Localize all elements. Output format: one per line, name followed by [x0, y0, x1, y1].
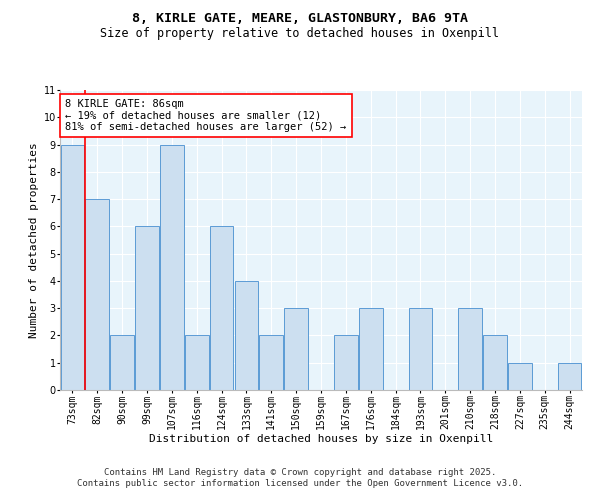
- Text: Contains HM Land Registry data © Crown copyright and database right 2025.
Contai: Contains HM Land Registry data © Crown c…: [77, 468, 523, 487]
- Bar: [85, 199, 109, 390]
- X-axis label: Distribution of detached houses by size in Oxenpill: Distribution of detached houses by size …: [149, 434, 493, 444]
- Bar: [61, 144, 84, 390]
- Bar: [558, 362, 581, 390]
- Bar: [483, 336, 507, 390]
- Bar: [334, 336, 358, 390]
- Bar: [259, 336, 283, 390]
- Bar: [409, 308, 432, 390]
- Bar: [458, 308, 482, 390]
- Bar: [284, 308, 308, 390]
- Bar: [210, 226, 233, 390]
- Bar: [508, 362, 532, 390]
- Bar: [185, 336, 209, 390]
- Bar: [235, 281, 258, 390]
- Bar: [110, 336, 134, 390]
- Bar: [135, 226, 159, 390]
- Text: 8, KIRLE GATE, MEARE, GLASTONBURY, BA6 9TA: 8, KIRLE GATE, MEARE, GLASTONBURY, BA6 9…: [132, 12, 468, 26]
- Bar: [160, 144, 184, 390]
- Text: Size of property relative to detached houses in Oxenpill: Size of property relative to detached ho…: [101, 28, 499, 40]
- Text: 8 KIRLE GATE: 86sqm
← 19% of detached houses are smaller (12)
81% of semi-detach: 8 KIRLE GATE: 86sqm ← 19% of detached ho…: [65, 99, 346, 132]
- Y-axis label: Number of detached properties: Number of detached properties: [29, 142, 40, 338]
- Bar: [359, 308, 383, 390]
